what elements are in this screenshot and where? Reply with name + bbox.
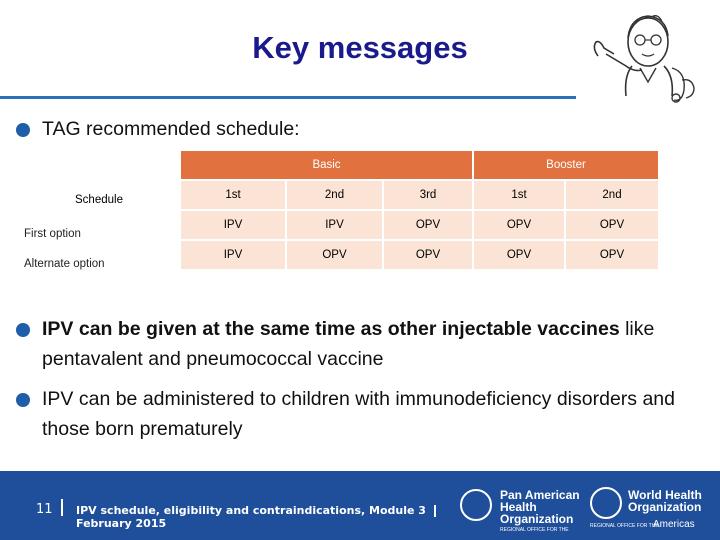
footer-separator (61, 499, 63, 516)
doctor-illustration-icon (576, 8, 718, 108)
paho-sub-text: REGIONAL OFFICE FOR THE (500, 527, 569, 533)
table-cell: OPV (286, 240, 383, 270)
table-cell: OPV (565, 210, 659, 240)
who-line: World Health (628, 488, 702, 502)
table-cell: OPV (473, 240, 565, 270)
footer-module-text: IPV schedule, eligibility and contraindi… (76, 504, 426, 517)
schedule-header: Schedule (75, 194, 123, 206)
paho-logo-text: Pan American Health Organization (500, 489, 580, 525)
table-cell: OPV (383, 240, 473, 270)
page-number: 11 (36, 502, 53, 517)
dose-header: 2nd (565, 180, 659, 210)
row-label: First option (24, 228, 81, 240)
bullet-rest-text: like pentavalent and pneumococcal vaccin… (42, 318, 655, 370)
table-cell: OPV (565, 240, 659, 270)
bullet-marker-1 (16, 123, 30, 137)
bullet-marker-2 (16, 323, 30, 337)
who-line: Organization (628, 500, 702, 514)
schedule-table: Schedule Basic Booster 1st 2nd 3rd 1st 2… (18, 150, 659, 270)
booster-group-header: Booster (473, 150, 659, 180)
bullet-text-3: IPV can be administered to children with… (42, 388, 675, 440)
table-cell: OPV (473, 210, 565, 240)
footer-caption: IPV schedule, eligibility and contraindi… (76, 504, 436, 530)
who-logo-text: World Health Organization (628, 489, 702, 513)
bullet-marker-3 (16, 393, 30, 407)
who-region-text: Americas (653, 519, 695, 530)
bullet-text-2: IPV can be given at the same time as oth… (42, 314, 662, 374)
who-sub-text: REGIONAL OFFICE FOR THE (590, 523, 659, 529)
paho-line: Pan American (500, 488, 580, 502)
title-divider (0, 96, 578, 99)
dose-header: 1st (473, 180, 565, 210)
footer-date: February 2015 (76, 517, 167, 530)
table-row: Alternate option IPV OPV OPV OPV OPV (18, 240, 659, 270)
bullet-text-1: TAG recommended schedule: (42, 118, 300, 140)
dose-header: 2nd (286, 180, 383, 210)
basic-group-header: Basic (180, 150, 473, 180)
bullet-strong-text: IPV can be given at the same time as oth… (42, 318, 620, 340)
dose-header: 3rd (383, 180, 473, 210)
who-logo-icon (590, 487, 622, 519)
dose-header: 1st (180, 180, 286, 210)
paho-line: Health (500, 500, 537, 514)
table-cell: IPV (180, 240, 286, 270)
page-title: Key messages (252, 30, 468, 65)
paho-logo-icon (460, 489, 492, 521)
paho-line: Organization (500, 512, 574, 526)
table-cell: IPV (180, 210, 286, 240)
row-label: Alternate option (24, 258, 105, 270)
table-cell: IPV (286, 210, 383, 240)
table-row: First option IPV IPV OPV OPV OPV (18, 210, 659, 240)
table-cell: OPV (383, 210, 473, 240)
footer-separator (433, 505, 436, 517)
footer-bar: 11 IPV schedule, eligibility and contrai… (0, 471, 720, 540)
